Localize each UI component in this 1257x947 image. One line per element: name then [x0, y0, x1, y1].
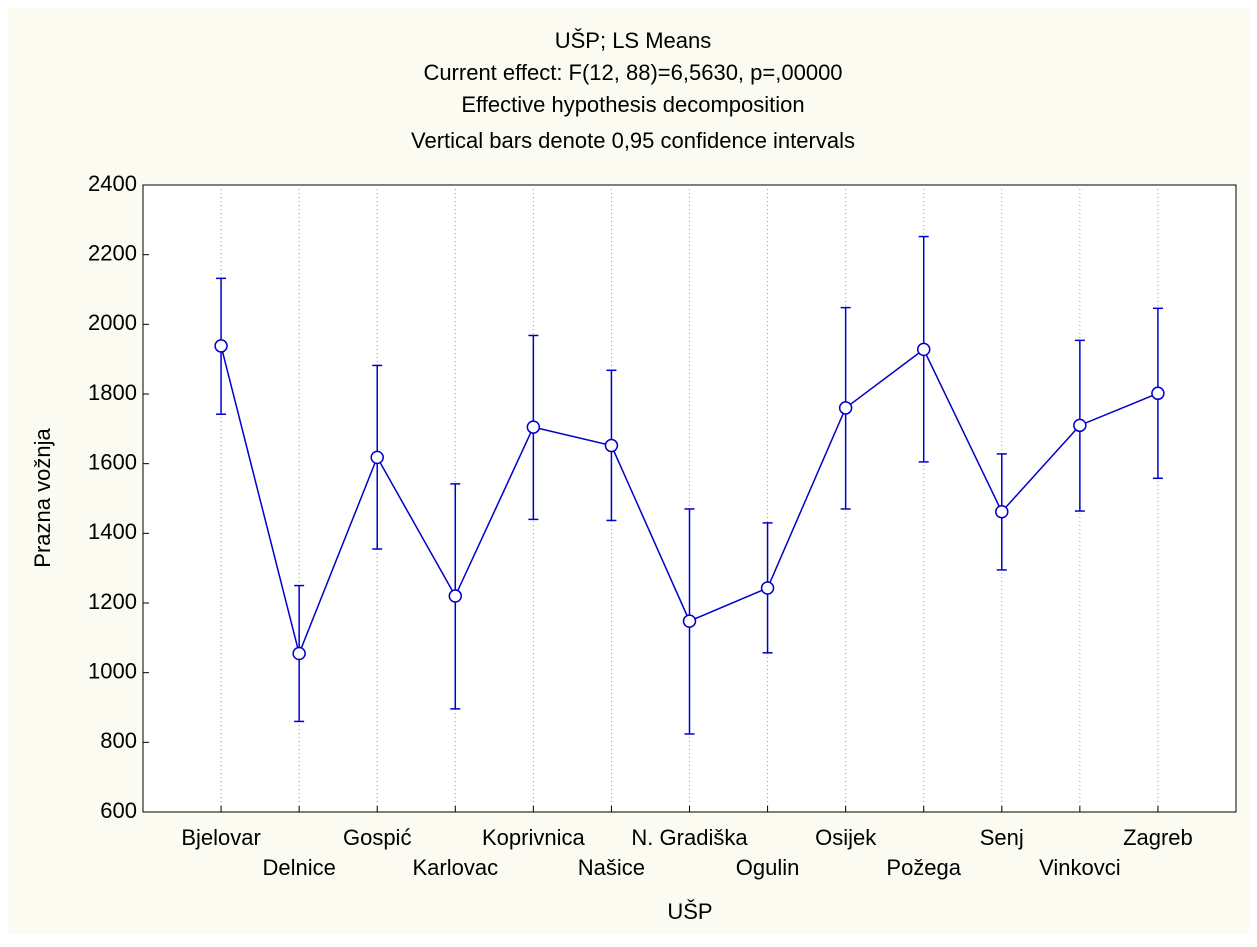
- x-tick-label: Bjelovar: [181, 825, 260, 850]
- chart-subtitle: Vertical bars denote 0,95 confidence int…: [411, 128, 855, 153]
- chart-title: UŠP; LS Means: [555, 28, 712, 53]
- point: [292, 646, 306, 661]
- y-tick-label: 1800: [88, 380, 137, 405]
- point: [760, 581, 775, 595]
- point: [838, 401, 853, 415]
- y-tick-label: 2200: [88, 240, 137, 265]
- y-tick-label: 1200: [88, 589, 137, 614]
- point: [448, 589, 463, 603]
- x-tick-label: Osijek: [815, 825, 877, 850]
- x-tick-label: N. Gradiška: [631, 825, 748, 850]
- point: [604, 438, 619, 453]
- y-tick-label: 2400: [88, 171, 137, 196]
- y-tick-label: 800: [100, 728, 137, 753]
- y-tick-label: 1400: [88, 519, 137, 544]
- x-tick-label: Našice: [578, 855, 645, 880]
- point: [1151, 386, 1165, 401]
- x-tick-label: Karlovac: [412, 855, 498, 880]
- chart-subtitle: Current effect: F(12, 88)=6,5630, p=,000…: [423, 60, 842, 85]
- y-tick-label: 2000: [88, 310, 137, 335]
- x-tick-label: Senj: [980, 825, 1024, 850]
- point: [526, 420, 541, 434]
- y-tick-label: 1000: [88, 658, 137, 683]
- x-tick-label: Ogulin: [736, 855, 800, 880]
- y-tick-label: 600: [100, 798, 137, 823]
- x-tick-label: Koprivnica: [482, 825, 585, 850]
- chart-subtitle: Effective hypothesis decomposition: [461, 92, 804, 117]
- point: [995, 504, 1009, 519]
- point: [682, 614, 697, 628]
- x-tick-label: Vinkovci: [1039, 855, 1121, 880]
- point: [214, 339, 228, 353]
- x-tick-label: Gospić: [343, 825, 411, 850]
- x-tick-label: Zagreb: [1123, 825, 1193, 850]
- y-tick-label: 1600: [88, 449, 137, 474]
- point: [916, 342, 931, 357]
- x-tick-label: Delnice: [262, 855, 335, 880]
- point: [370, 450, 384, 465]
- y-axis-title: Prazna vožnja: [30, 428, 55, 568]
- x-tick-label: Požega: [886, 855, 961, 880]
- point: [1073, 418, 1087, 433]
- x-axis-title: UŠP: [667, 899, 712, 924]
